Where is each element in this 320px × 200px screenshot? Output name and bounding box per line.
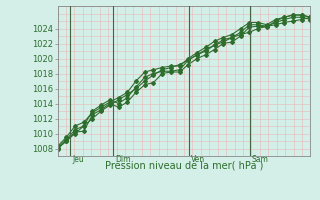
Text: Sam: Sam — [252, 154, 268, 164]
Text: Ven: Ven — [191, 154, 205, 164]
Text: Dim: Dim — [115, 154, 131, 164]
X-axis label: Pression niveau de la mer( hPa ): Pression niveau de la mer( hPa ) — [105, 160, 263, 170]
Text: Jeu: Jeu — [72, 154, 84, 164]
